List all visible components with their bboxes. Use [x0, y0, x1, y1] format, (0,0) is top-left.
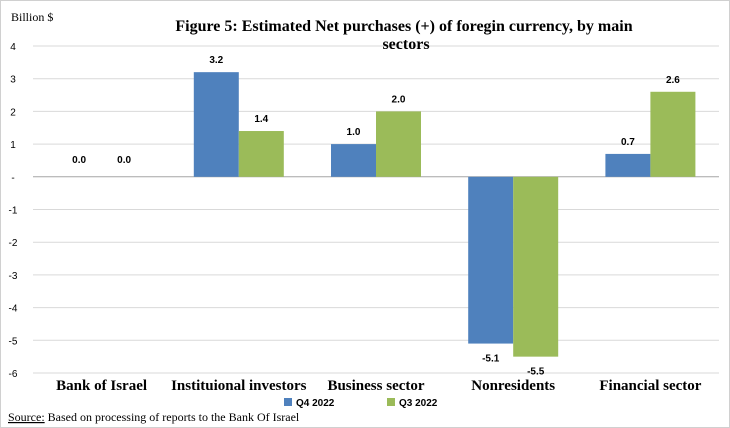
data-label: 1.4	[254, 114, 268, 125]
data-label: -5.5	[527, 367, 545, 378]
bar-q3-2022	[650, 91, 696, 177]
data-labels: 0.0 0.0 3.2 1.4 1.0 2.0 -5.1 -5.5 0.7 2.6	[72, 55, 680, 377]
legend-swatch-q4	[284, 398, 292, 406]
y-tick-label: -5	[9, 336, 18, 347]
y-tick-label: -4	[9, 304, 18, 315]
data-label: 1.0	[347, 127, 361, 138]
bar-q3-2022	[376, 111, 421, 177]
data-label: -5.1	[482, 354, 500, 365]
bar-q3-2022	[238, 131, 284, 177]
y-tick-label: -3	[9, 271, 18, 282]
y-tick-label: 1	[10, 140, 16, 151]
source-label: Source:	[8, 410, 45, 424]
chart-title: Figure 5: Estimated Net purchases (+) of…	[175, 18, 636, 53]
y-tick-label: 4	[10, 42, 16, 53]
y-tick-label: 2	[10, 107, 16, 118]
category-label: Instituional investors	[171, 378, 307, 394]
legend-swatch-q3	[387, 398, 395, 406]
data-label: 2.0	[392, 94, 406, 105]
category-label: Bank of Israel	[56, 378, 147, 394]
y-tick-label: -2	[9, 238, 18, 249]
data-label: 0.0	[72, 155, 86, 166]
bars	[193, 72, 696, 357]
y-tick-label: -	[11, 173, 14, 184]
data-label: 0.0	[117, 155, 131, 166]
y-axis-label: Billion $	[11, 10, 53, 24]
legend-label-q4: Q4 2022	[296, 398, 335, 409]
bar-q4-2022	[193, 72, 239, 177]
legend: Q4 2022 Q3 2022	[284, 398, 438, 409]
source-note: Source: Based on processing of reports t…	[8, 410, 300, 424]
data-label: 2.6	[666, 75, 680, 86]
y-tick-label: -6	[9, 369, 18, 380]
chart-title-line-2: sectors	[382, 36, 429, 53]
legend-label-q3: Q3 2022	[399, 398, 438, 409]
gridlines	[33, 45, 719, 374]
y-tick-label: 3	[10, 75, 16, 86]
category-labels: Bank of Israel Instituional investors Busi…	[56, 378, 702, 394]
y-tick-label: -1	[9, 206, 18, 217]
y-axis-ticks: 4 3 2 1 - -1 -2 -3 -4 -5 -6	[9, 42, 18, 380]
chart-title-line-1: Figure 5: Estimated Net purchases (+) of…	[175, 18, 632, 35]
bar-q3-2022	[513, 176, 559, 357]
source-text: Based on processing of reports to the Ba…	[45, 410, 300, 424]
category-label: Business sector	[327, 378, 424, 394]
data-label: 0.7	[621, 137, 635, 148]
bar-q4-2022	[331, 144, 376, 177]
bar-q4-2022	[605, 153, 651, 177]
category-label: Financial sector	[599, 378, 701, 394]
category-label: Nonresidents	[471, 378, 555, 394]
data-label: 3.2	[209, 55, 223, 66]
bar-q4-2022	[468, 176, 514, 344]
